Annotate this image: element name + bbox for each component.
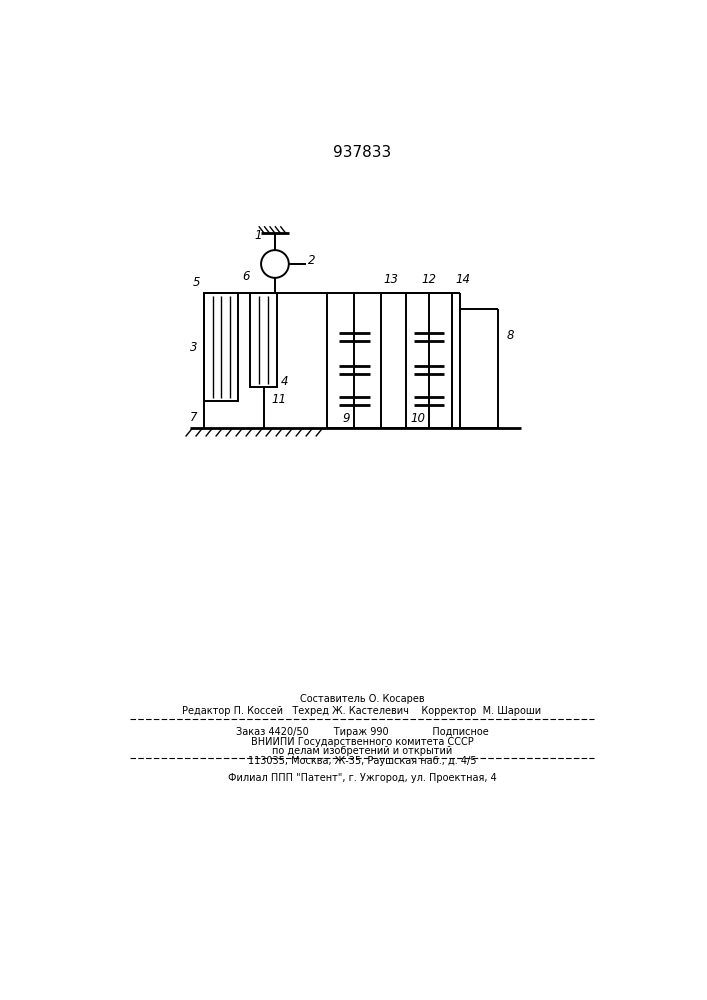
Bar <box>250 293 277 387</box>
Text: 3: 3 <box>189 341 197 354</box>
Text: 113035, Москва, Ж-35, Раушская наб., д. 4/5: 113035, Москва, Ж-35, Раушская наб., д. … <box>247 756 477 766</box>
Text: Филиал ППП "Патент", г. Ужгород, ул. Проектная, 4: Филиал ППП "Патент", г. Ужгород, ул. Про… <box>228 773 496 783</box>
Text: Составитель О. Косарев: Составитель О. Косарев <box>300 694 424 704</box>
Text: 1: 1 <box>255 229 262 242</box>
Text: 4: 4 <box>281 375 288 388</box>
Text: 8: 8 <box>507 329 514 342</box>
Text: 7: 7 <box>189 411 197 424</box>
Text: 14: 14 <box>455 273 470 286</box>
Bar <box>204 293 238 401</box>
Text: 12: 12 <box>421 273 436 286</box>
Text: 13: 13 <box>383 273 398 286</box>
Text: 937833: 937833 <box>333 145 391 160</box>
Text: 2: 2 <box>308 254 315 267</box>
Text: 9: 9 <box>343 412 351 425</box>
Text: 11: 11 <box>271 393 286 406</box>
Text: по делам изобретений и открытий: по делам изобретений и открытий <box>271 746 452 756</box>
Text: 10: 10 <box>410 412 425 425</box>
Text: 5: 5 <box>192 276 200 289</box>
Text: Заказ 4420/50        Тираж 990              Подписное: Заказ 4420/50 Тираж 990 Подписное <box>235 727 489 737</box>
Text: Редактор П. Коссей   Техред Ж. Кастелевич    Корректор  М. Шароши: Редактор П. Коссей Техред Ж. Кастелевич … <box>182 706 542 716</box>
Text: ВНИИПИ Государственного комитета СССР: ВНИИПИ Государственного комитета СССР <box>250 737 473 747</box>
Bar <box>406 293 452 428</box>
Text: 6: 6 <box>243 270 250 283</box>
